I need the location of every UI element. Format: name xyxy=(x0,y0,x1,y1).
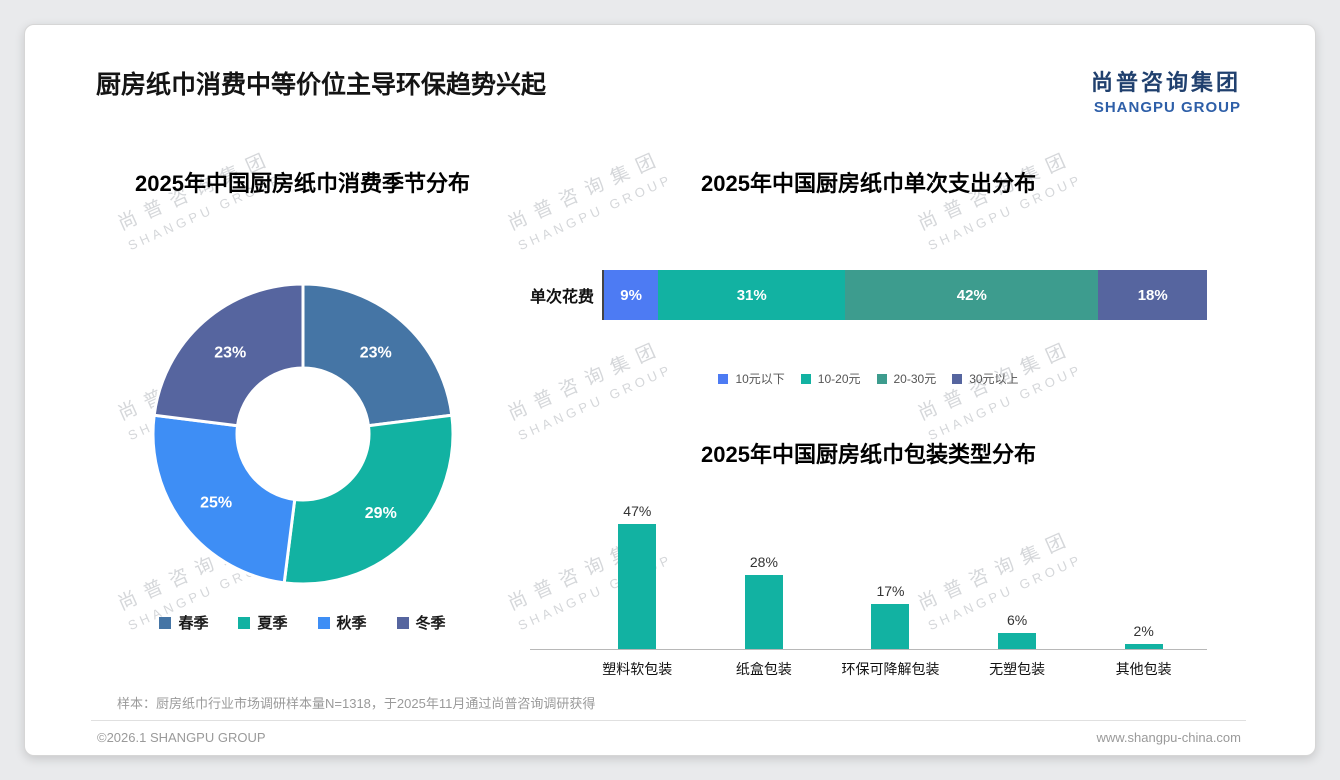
legend-item: 20-30元 xyxy=(876,370,937,387)
legend-label: 20-30元 xyxy=(893,372,937,386)
donut-segment xyxy=(282,413,454,586)
footer: ©2026.1 SHANGPU GROUP www.shangpu-china.… xyxy=(25,721,1315,745)
season-donut-section: 2025年中国厨房纸巾消费季节分布 23% 29% 25% 23% 春季 夏季 秋季 冬季 xyxy=(75,116,530,679)
legend-swatch xyxy=(718,373,729,384)
stacked-row-label: 单次花费 xyxy=(530,289,595,306)
bar-column: 28% xyxy=(701,554,828,649)
legend-swatch xyxy=(317,616,330,629)
legend-item: 10元以下 xyxy=(718,370,785,387)
bar xyxy=(998,633,1037,649)
stacked-bar: 9% 31% 42% 18% xyxy=(602,270,1207,320)
donut-segment xyxy=(152,282,304,428)
donut-chart-title: 2025年中国厨房纸巾消费季节分布 xyxy=(135,171,470,196)
stacked-segment-label: 9% xyxy=(620,286,642,304)
stacked-segment: 31% xyxy=(658,270,846,320)
bar-category-label: 无塑包装 xyxy=(989,661,1046,677)
sample-note: 样本：厨房纸巾行业市场调研样本量N=1318，于2025年11月通过尚普咨询调研… xyxy=(117,696,596,711)
bar xyxy=(744,574,783,649)
stacked-segment: 9% xyxy=(604,270,659,320)
bar-value-label: 2% xyxy=(1133,622,1154,639)
legend-item: 夏季 xyxy=(238,612,288,633)
stacked-chart-title: 2025年中国厨房纸巾单次支出分布 xyxy=(701,171,1036,196)
donut-legend: 春季 夏季 秋季 冬季 xyxy=(75,612,530,633)
season-donut-chart: 23% 29% 25% 23% xyxy=(147,278,459,590)
packaging-bar-chart: 47% 28% 17% 6% 2% xyxy=(530,485,1207,650)
header: 厨房纸巾消费中等价位主导环保趋势兴起 尚普咨询集团 SHANGPU GROUP xyxy=(25,25,1315,116)
bar-category-label: 塑料软包装 xyxy=(602,661,673,677)
stacked-segment-label: 42% xyxy=(956,286,987,304)
bar-chart-title: 2025年中国厨房纸巾包装类型分布 xyxy=(701,442,1036,467)
bar xyxy=(871,603,910,649)
legend-swatch xyxy=(396,616,409,629)
donut-segment-label: 29% xyxy=(364,505,396,522)
legend-swatch xyxy=(800,373,811,384)
stacked-segment-label: 18% xyxy=(1137,286,1168,304)
bar-column: 47% xyxy=(574,503,701,649)
legend-label: 10元以下 xyxy=(735,372,785,386)
legend-label: 春季 xyxy=(178,615,209,632)
bar-column: 2% xyxy=(1080,623,1207,649)
bar-category-label: 环保可降解包装 xyxy=(841,661,940,677)
legend-label: 秋季 xyxy=(336,615,367,632)
spend-stacked-chart: 单次花费 9% 31% 42% 18% xyxy=(530,270,1207,320)
bar xyxy=(618,524,657,649)
donut-segment-label: 25% xyxy=(200,494,232,511)
legend-swatch xyxy=(952,373,963,384)
bar-value-label: 28% xyxy=(749,553,778,570)
page-title: 厨房纸巾消费中等价位主导环保趋势兴起 xyxy=(96,71,547,99)
stacked-segment-label: 31% xyxy=(736,286,767,304)
legend-label: 10-20元 xyxy=(817,372,861,386)
slide-card: 尚普咨询集团 SHANGPU GROUP 尚普咨询集团 SHANGPU GROUP 尚普… xyxy=(24,24,1316,756)
legend-label: 30元以上 xyxy=(969,372,1019,386)
legend-swatch xyxy=(238,616,251,629)
bar-column: 17% xyxy=(827,583,954,649)
bar-chart-categories: 塑料软包装 纸盒包装 环保可降解包装 无塑包装 其他包装 xyxy=(530,659,1207,679)
legend-item: 冬季 xyxy=(396,612,446,633)
legend-item: 30元以上 xyxy=(952,370,1019,387)
stacked-segment: 18% xyxy=(1098,270,1207,320)
brand-logo: 尚普咨询集团 SHANGPU GROUP xyxy=(1091,65,1241,116)
donut-segment xyxy=(151,413,296,585)
legend-swatch xyxy=(876,373,887,384)
stacked-legend: 10元以下 10-20元 20-30元 30元以上 xyxy=(530,370,1207,387)
legend-swatch xyxy=(159,616,172,629)
brand-logo-en: SHANGPU GROUP xyxy=(1093,99,1241,116)
website-text: www.shangpu-china.com xyxy=(1096,730,1241,745)
legend-item: 10-20元 xyxy=(800,370,861,387)
bar xyxy=(1124,643,1163,649)
bar-column: 6% xyxy=(954,612,1081,649)
copyright-text: ©2026.1 SHANGPU GROUP xyxy=(97,730,266,745)
donut-segment xyxy=(301,282,453,428)
stacked-segment: 42% xyxy=(845,270,1099,320)
bar-value-label: 17% xyxy=(876,582,905,599)
footer-divider xyxy=(91,720,1246,721)
legend-item: 春季 xyxy=(159,612,208,633)
bar-value-label: 47% xyxy=(623,503,652,519)
donut-segment-label: 23% xyxy=(214,344,246,361)
bar-value-label: 6% xyxy=(1006,612,1028,629)
brand-logo-cn: 尚普咨询集团 xyxy=(1090,70,1241,95)
donut-segment-label: 23% xyxy=(359,344,391,361)
donut-hole xyxy=(237,369,368,499)
bar-category-label: 纸盒包装 xyxy=(735,661,792,677)
legend-label: 冬季 xyxy=(415,615,446,632)
legend-item: 秋季 xyxy=(317,612,367,633)
right-charts-section: 2025年中国厨房纸巾单次支出分布 单次花费 9% 31% 42% 18% 10元以下… xyxy=(530,116,1207,679)
bar-category-label: 其他包装 xyxy=(1115,661,1172,677)
legend-label: 夏季 xyxy=(257,615,288,632)
main-content: 2025年中国厨房纸巾消费季节分布 23% 29% 25% 23% 春季 夏季 秋季 冬季 … xyxy=(25,116,1315,679)
